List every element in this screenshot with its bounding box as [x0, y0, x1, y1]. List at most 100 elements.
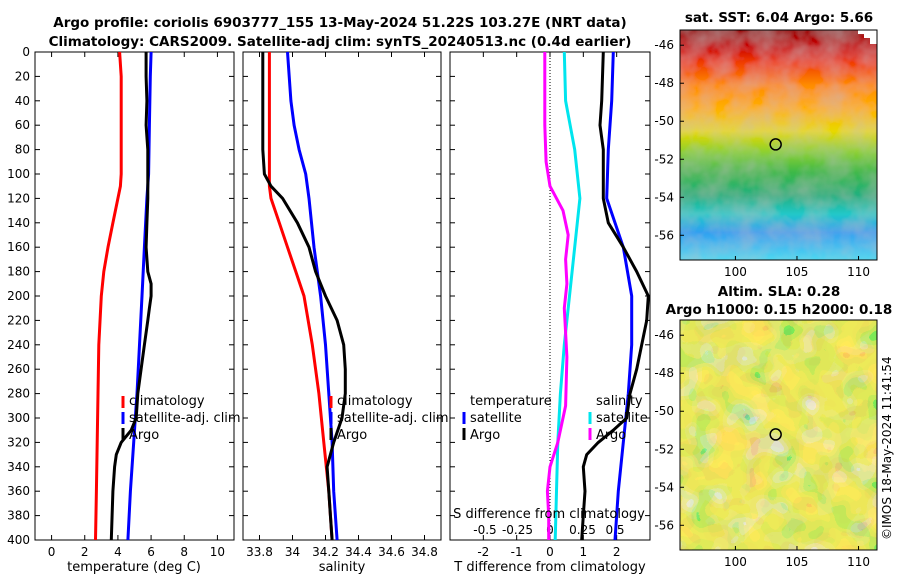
- depth-tick-label: 0: [22, 45, 30, 59]
- x-tick-label: 10: [210, 545, 225, 559]
- series-line-temperature-argo: [580, 51, 650, 541]
- series-line-satellite-adj-clim: [126, 51, 153, 541]
- x-tick-label: 2: [81, 545, 89, 559]
- map-x-tick-label: 100: [724, 555, 747, 569]
- legend-sal-argo: Argo: [596, 428, 626, 443]
- x-tick-label: 34.8: [411, 545, 438, 559]
- legend-argo: Argo: [129, 428, 159, 443]
- legend-sal-satellite: satellite: [596, 411, 648, 426]
- x-tick-label: 1: [580, 545, 588, 559]
- x-tick-label: 33.8: [246, 545, 273, 559]
- depth-tick-label: 180: [7, 265, 30, 279]
- depth-tick-label: 280: [7, 387, 30, 401]
- map-x-tick-label: 105: [786, 265, 809, 279]
- map-y-tick-label: -48: [654, 76, 674, 90]
- temperature-axes-box: [34, 51, 235, 541]
- temperature-axis-label: temperature (deg C): [67, 560, 201, 575]
- legend-argo: Argo: [337, 428, 367, 443]
- sla-map-title-line-2: Argo h1000: 0.15 h2000: 0.18: [666, 302, 893, 318]
- x-tick-label: -1: [511, 545, 523, 559]
- top-x-tick-label: -0.5: [473, 523, 496, 537]
- map-x-tick-label: 105: [786, 555, 809, 569]
- series-line-climatology: [267, 52, 334, 541]
- sla-map-axes: 100 105 110 -46 -48 -50 -52 -54 -56: [654, 328, 870, 569]
- salinity-axis-label: salinity: [319, 560, 366, 575]
- difference-lines: [543, 51, 650, 541]
- map-x-tick-label: 100: [724, 265, 747, 279]
- map-x-tick-label: 110: [847, 265, 870, 279]
- depth-tick-label: 300: [7, 411, 30, 425]
- sla-map-panel: Altim. SLA: 0.28 Argo h1000: 0.15 h2000:…: [654, 284, 892, 569]
- depth-tick-label: 80: [15, 143, 30, 157]
- depth-tick-label: 40: [15, 94, 30, 108]
- sst-missing-data-patch: [858, 30, 877, 44]
- figure-title-line-2: Climatology: CARS2009. Satellite-adj cli…: [49, 34, 632, 50]
- sla-map-title-line-1: Altim. SLA: 0.28: [718, 284, 840, 300]
- sla-map-frame: [679, 319, 878, 551]
- salinity-lines: [261, 51, 347, 541]
- x-tick-label: 34: [285, 545, 300, 559]
- depth-tick-label: 100: [7, 167, 30, 181]
- series-line-salinity-argo: [543, 52, 570, 540]
- salinity-axes-box: [242, 51, 442, 541]
- map-y-tick-label: -56: [654, 228, 674, 242]
- depth-tick-label: 60: [15, 118, 30, 132]
- depth-tick-label: 20: [15, 69, 30, 83]
- series-line-argo: [109, 52, 153, 541]
- series-line-temperature-satellite: [605, 51, 634, 541]
- map-y-tick-label: -52: [654, 442, 674, 456]
- x-tick-label: 34.6: [378, 545, 405, 559]
- temperature-x-axis: 0 2 4 6 8 10: [48, 52, 225, 559]
- legend-header-temperature: temperature: [470, 394, 552, 409]
- series-line-salinity-satellite: [553, 51, 582, 541]
- depth-tick-label: 240: [7, 338, 30, 352]
- x-tick-label: 4: [114, 545, 122, 559]
- x-tick-label: 2: [613, 545, 621, 559]
- map-y-tick-label: -54: [654, 190, 674, 204]
- legend-satellite-adj-clim: satellite-adj. clim: [129, 411, 241, 426]
- x-tick-label: 34.4: [345, 545, 372, 559]
- difference-legend-temperature: temperature satellite Argo: [462, 394, 552, 443]
- depth-tick-label: 320: [7, 435, 30, 449]
- salinity-x-axis: 33.8 34 34.2 34.4 34.6 34.8: [246, 52, 438, 559]
- depth-tick-label: 400: [7, 533, 30, 547]
- salinity-panel: 33.8 34 34.2 34.4 34.6 34.8 salinity climatol…: [242, 51, 449, 575]
- legend-climatology: climatology: [337, 394, 413, 409]
- map-y-tick-label: -56: [654, 518, 674, 532]
- x-tick-label: -2: [477, 545, 489, 559]
- x-tick-label: 0: [48, 545, 56, 559]
- temperature-panel: 0204060801001201401601802002202402602803…: [7, 45, 650, 575]
- map-y-tick-label: -54: [654, 480, 674, 494]
- depth-tick-label: 220: [7, 313, 30, 327]
- x-tick-label: 34.2: [312, 545, 339, 559]
- map-y-tick-label: -52: [654, 152, 674, 166]
- legend-climatology: climatology: [129, 394, 205, 409]
- salinity-legend: climatology satellite-adj. clim Argo: [329, 394, 449, 443]
- series-line-climatology: [94, 51, 123, 541]
- depth-tick-label: 340: [7, 460, 30, 474]
- depth-tick-label: 380: [7, 509, 30, 523]
- imos-timestamp: ©IMOS 18-May-2024 11:41:54: [880, 356, 894, 540]
- sst-map-title: sat. SST: 6.04 Argo: 5.66: [685, 10, 873, 26]
- map-y-tick-label: -48: [654, 366, 674, 380]
- map-y-tick-label: -46: [654, 38, 674, 52]
- map-x-tick-label: 110: [847, 555, 870, 569]
- x-tick-label: 6: [147, 545, 155, 559]
- legend-temp-satellite: satellite: [470, 411, 522, 426]
- series-line-satellite-adj-clim: [286, 51, 339, 541]
- sst-map-panel: sat. SST: 6.04 Argo: 5.66 100 105 110 -46 -4…: [654, 10, 878, 279]
- s-difference-axis-label: S difference from climatology: [453, 507, 645, 522]
- temperature-legend: climatology satellite-adj. clim Argo: [121, 394, 241, 443]
- map-y-tick-label: -50: [654, 114, 674, 128]
- argo-location-marker: [769, 138, 782, 151]
- x-tick-label: 8: [180, 545, 188, 559]
- depth-tick-label: 140: [7, 216, 30, 230]
- map-y-tick-label: -46: [654, 328, 674, 342]
- depth-tick-label: 360: [7, 484, 30, 498]
- series-line-argo: [261, 52, 347, 541]
- legend-temp-argo: Argo: [470, 428, 500, 443]
- depth-tick-label: 160: [7, 240, 30, 254]
- legend-header-salinity: salinity: [596, 394, 643, 409]
- depth-tick-label: 260: [7, 362, 30, 376]
